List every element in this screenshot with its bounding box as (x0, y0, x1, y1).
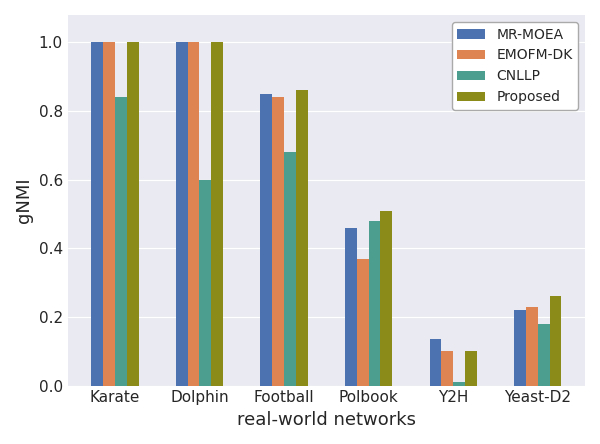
Bar (442, 351, 453, 385)
Bar (345, 228, 357, 385)
Bar (176, 43, 188, 385)
Bar (526, 307, 538, 385)
Bar (115, 97, 127, 385)
Bar (284, 152, 296, 385)
Bar (538, 324, 550, 385)
Bar (357, 258, 368, 385)
Bar (211, 43, 223, 385)
Bar (260, 94, 272, 385)
Y-axis label: gNMI: gNMI (15, 178, 33, 223)
Bar (430, 339, 442, 385)
Bar (127, 43, 139, 385)
Bar (103, 43, 115, 385)
Bar (296, 91, 308, 385)
Bar (465, 351, 477, 385)
Bar (453, 382, 465, 385)
X-axis label: real-world networks: real-world networks (237, 411, 416, 429)
Bar (91, 43, 103, 385)
Bar (368, 221, 380, 385)
Bar (272, 97, 284, 385)
Bar (188, 43, 199, 385)
Bar (514, 310, 526, 385)
Bar (550, 296, 562, 385)
Legend: MR-MOEA, EMOFM-DK, CNLLP, Proposed: MR-MOEA, EMOFM-DK, CNLLP, Proposed (452, 22, 578, 110)
Bar (380, 210, 392, 385)
Bar (199, 180, 211, 385)
